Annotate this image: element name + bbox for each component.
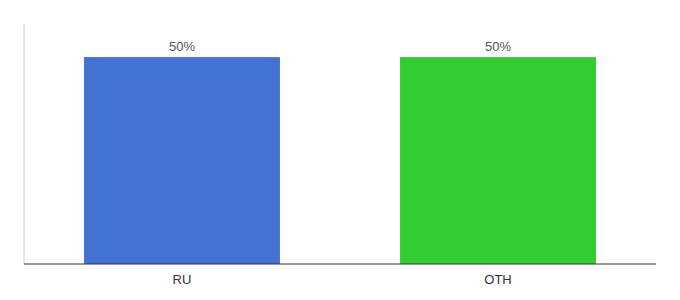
- data-labels: 50% 50%: [169, 39, 511, 54]
- chart-container: 50% 50% RU OTH: [0, 0, 680, 300]
- bar: [400, 57, 596, 264]
- bar: [84, 57, 280, 264]
- data-label: 50%: [169, 39, 195, 54]
- bars: [84, 57, 596, 264]
- chart-svg: 50% 50% RU OTH: [0, 0, 680, 300]
- axes: RU OTH: [24, 24, 656, 287]
- x-tick-label: OTH: [484, 272, 511, 287]
- x-tick-label: RU: [173, 272, 192, 287]
- y-axis-line: [24, 24, 25, 264]
- x-axis-line: [24, 264, 656, 265]
- data-label: 50%: [485, 39, 511, 54]
